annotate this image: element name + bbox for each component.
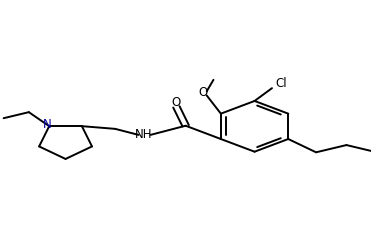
Text: Cl: Cl [275, 77, 287, 90]
Text: N: N [43, 118, 52, 131]
Text: O: O [198, 86, 208, 99]
Text: O: O [172, 96, 181, 109]
Text: NH: NH [135, 128, 153, 141]
